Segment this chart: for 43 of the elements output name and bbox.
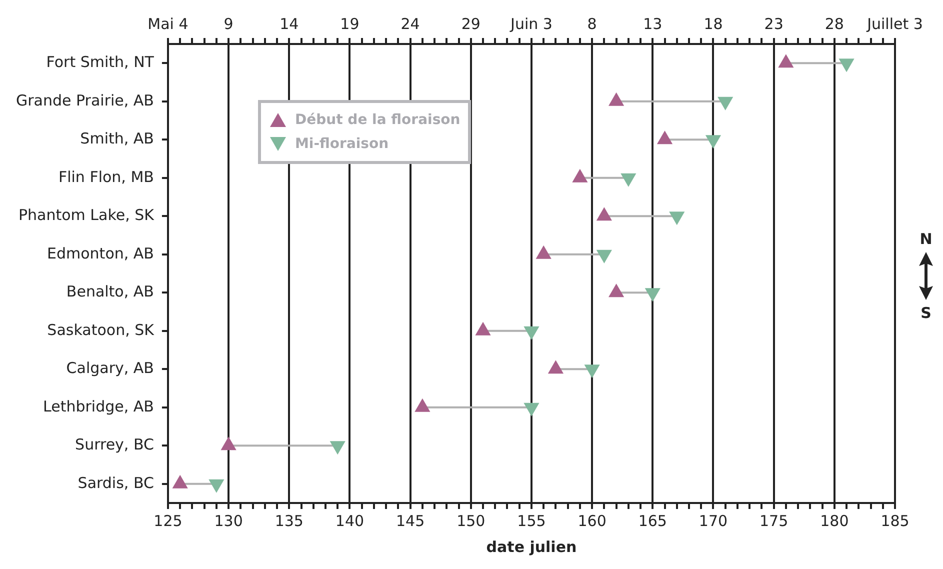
x2-tick-label: 28 (824, 14, 844, 33)
x-tick-label: 125 (154, 512, 182, 530)
y-tick-label: Grande Prairie, AB (16, 91, 154, 110)
x-tick-label: 175 (760, 512, 788, 530)
x2-tick-label: Juin 3 (510, 14, 552, 33)
x-tick-label: 145 (396, 512, 425, 530)
y-tick-label: Lethbridge, AB (43, 397, 154, 416)
y-tick-label: Benalto, AB (66, 282, 154, 301)
y-tick-label: Smith, AB (80, 130, 154, 148)
x2-tick-label: Juillet 3 (866, 14, 923, 33)
x2-tick-label: 24 (400, 14, 420, 33)
x2-tick-label: 23 (764, 14, 784, 33)
x-tick-label: 165 (638, 512, 667, 530)
y-tick-label: Saskatoon, SK (47, 320, 156, 339)
x2-tick-label: 18 (704, 14, 723, 33)
y-tick-label: Surrey, BC (75, 436, 154, 454)
y-tick-label: Sardis, BC (78, 474, 154, 492)
y-tick-label: Phantom Lake, SK (18, 206, 156, 224)
text: N (920, 230, 932, 248)
x2-tick-label: 9 (224, 14, 234, 33)
x2-tick-label: 14 (280, 14, 299, 33)
x-tick-label: 150 (456, 512, 486, 530)
x-tick-label: 180 (820, 512, 849, 530)
y-tick-label: Edmonton, AB (47, 244, 154, 262)
x2-tick-label: Mai 4 (148, 14, 188, 33)
x-axis-title: date julien (486, 538, 577, 556)
x-tick-label: 170 (698, 512, 728, 530)
y-tick-label: Calgary, AB (66, 359, 154, 378)
y-tick-label: Fort Smith, NT (46, 53, 155, 72)
x-tick-label: 155 (517, 512, 546, 530)
x-tick-label: 140 (335, 512, 364, 530)
x2-tick-label: 13 (643, 14, 662, 33)
x2-tick-label: 8 (587, 14, 597, 33)
x-tick-label: 130 (214, 512, 243, 530)
x-tick-label: 160 (578, 512, 606, 530)
text: S (920, 304, 932, 322)
x-tick-label: 135 (274, 512, 304, 530)
legend-label: Début de la floraison (295, 112, 460, 128)
x2-tick-label: 29 (461, 14, 480, 33)
y-tick-label: Flin Flon, MB (58, 168, 154, 186)
x-tick-label: 185 (880, 512, 910, 530)
x2-tick-label: 19 (340, 14, 360, 33)
legend-label: Mi-floraison (295, 136, 389, 152)
